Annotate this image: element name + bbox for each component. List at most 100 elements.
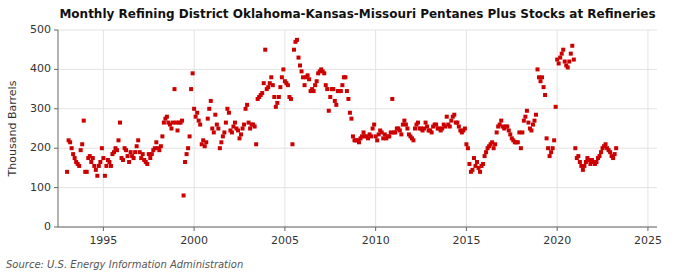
point: [411, 138, 415, 142]
point: [614, 146, 618, 150]
point: [534, 113, 538, 117]
point: [77, 164, 81, 168]
point: [457, 125, 461, 129]
point: [529, 128, 533, 132]
point: [185, 152, 189, 156]
point: [520, 130, 524, 134]
point: [135, 144, 139, 148]
point: [472, 156, 476, 160]
point: [333, 99, 337, 103]
point: [613, 152, 617, 156]
point: [519, 146, 523, 150]
point: [416, 121, 420, 125]
point: [343, 75, 347, 79]
point: [322, 71, 326, 75]
point: [206, 117, 210, 121]
grid-line-y: [58, 227, 657, 228]
point: [160, 134, 164, 138]
point: [290, 142, 294, 146]
y-tick-label: 300: [30, 102, 51, 115]
point: [331, 87, 335, 91]
point: [281, 67, 285, 71]
point: [495, 130, 499, 134]
point: [387, 134, 391, 138]
point: [508, 132, 512, 136]
point: [95, 174, 99, 178]
point: [103, 174, 107, 178]
point: [303, 83, 307, 87]
point: [349, 117, 353, 121]
y-tick: [54, 148, 58, 149]
point: [98, 160, 102, 164]
point: [348, 111, 352, 115]
point: [611, 156, 615, 160]
point: [554, 105, 558, 109]
x-axis: 1995200020052010201520202025: [89, 227, 662, 247]
point: [215, 123, 219, 127]
point: [286, 83, 290, 87]
chart: 0100200300400500199520002005201020152020…: [0, 0, 675, 275]
point: [570, 44, 574, 48]
point: [478, 170, 482, 174]
point: [116, 138, 120, 142]
point: [183, 160, 187, 164]
point: [104, 164, 108, 168]
point: [218, 146, 222, 150]
point: [523, 115, 527, 119]
point: [198, 123, 202, 127]
point: [455, 121, 459, 125]
point: [516, 140, 520, 144]
point: [175, 128, 179, 132]
point: [97, 164, 101, 168]
point: [148, 156, 152, 160]
point: [307, 77, 311, 81]
point: [254, 142, 258, 146]
point: [372, 123, 376, 127]
point: [430, 130, 434, 134]
point: [91, 156, 95, 160]
y-axis-label: Thousand Barrels: [6, 80, 19, 177]
point: [260, 91, 264, 95]
point: [483, 154, 487, 158]
point: [132, 156, 136, 160]
point: [241, 127, 245, 131]
title: Monthly Refining District Oklahoma-Kansa…: [59, 7, 655, 21]
y-tick-label: 200: [30, 141, 51, 154]
point: [136, 138, 140, 142]
point: [180, 119, 184, 123]
point: [271, 83, 275, 87]
y-tick: [54, 227, 58, 228]
grid-line-y: [58, 187, 657, 188]
y-tick: [54, 108, 58, 109]
point: [560, 52, 564, 56]
x-tick: [557, 227, 558, 231]
point: [100, 146, 104, 150]
point: [222, 130, 226, 134]
point: [507, 128, 511, 132]
point: [238, 136, 242, 140]
point: [595, 160, 599, 164]
point: [253, 125, 257, 129]
point: [126, 154, 130, 158]
point: [475, 160, 479, 164]
point: [375, 138, 379, 142]
point: [536, 67, 540, 71]
point: [470, 168, 474, 172]
point: [557, 61, 561, 65]
point: [124, 148, 128, 152]
point: [189, 87, 193, 91]
point: [292, 48, 296, 52]
point: [464, 142, 468, 146]
point: [169, 127, 173, 131]
point: [567, 60, 571, 64]
x-tick: [466, 227, 467, 231]
point: [133, 150, 137, 154]
point: [194, 115, 198, 119]
grid-line-y: [58, 108, 657, 109]
point: [599, 150, 603, 154]
point: [94, 168, 98, 172]
point: [186, 146, 190, 150]
point: [233, 121, 237, 125]
x-tick-label: 2010: [362, 234, 390, 247]
point: [71, 152, 75, 156]
